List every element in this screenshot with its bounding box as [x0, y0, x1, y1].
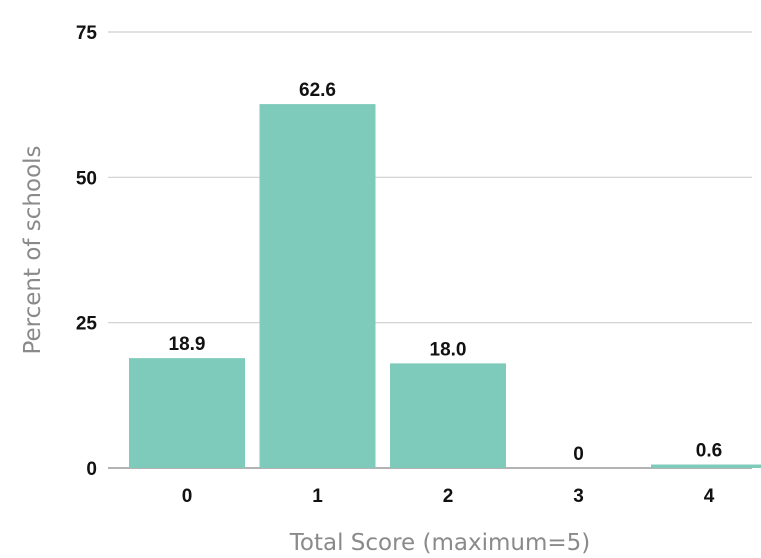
- bar-4: [651, 464, 761, 468]
- data-label-4: 0.6: [696, 441, 722, 462]
- bars: [129, 104, 761, 469]
- y-axis-ticks: 0 25 50 75: [76, 23, 98, 480]
- bar-0: [129, 358, 245, 468]
- x-tick-label-4: 4: [704, 486, 715, 507]
- y-axis-title: Percent of schools: [20, 145, 46, 354]
- bar-2: [390, 363, 506, 468]
- x-axis-ticks: 0 1 2 3 4: [182, 486, 715, 507]
- data-label-2: 18.0: [430, 339, 467, 360]
- x-tick-label-3: 3: [573, 486, 584, 507]
- bar-1: [259, 104, 376, 469]
- x-axis-title: Total Score (maximum=5): [289, 530, 591, 556]
- x-tick-label-1: 1: [312, 486, 323, 507]
- data-label-0: 18.9: [169, 334, 206, 355]
- x-tick-label-2: 2: [443, 486, 454, 507]
- data-label-3: 0: [573, 444, 584, 465]
- y-tick-label: 25: [76, 314, 98, 335]
- data-label-1: 62.6: [299, 80, 336, 101]
- y-tick-label: 50: [76, 168, 97, 189]
- y-tick-label: 0: [86, 459, 97, 480]
- y-tick-label: 75: [76, 23, 98, 44]
- data-labels: 18.9 62.6 18.0 0 0.6: [169, 80, 723, 465]
- x-tick-label-0: 0: [182, 486, 193, 507]
